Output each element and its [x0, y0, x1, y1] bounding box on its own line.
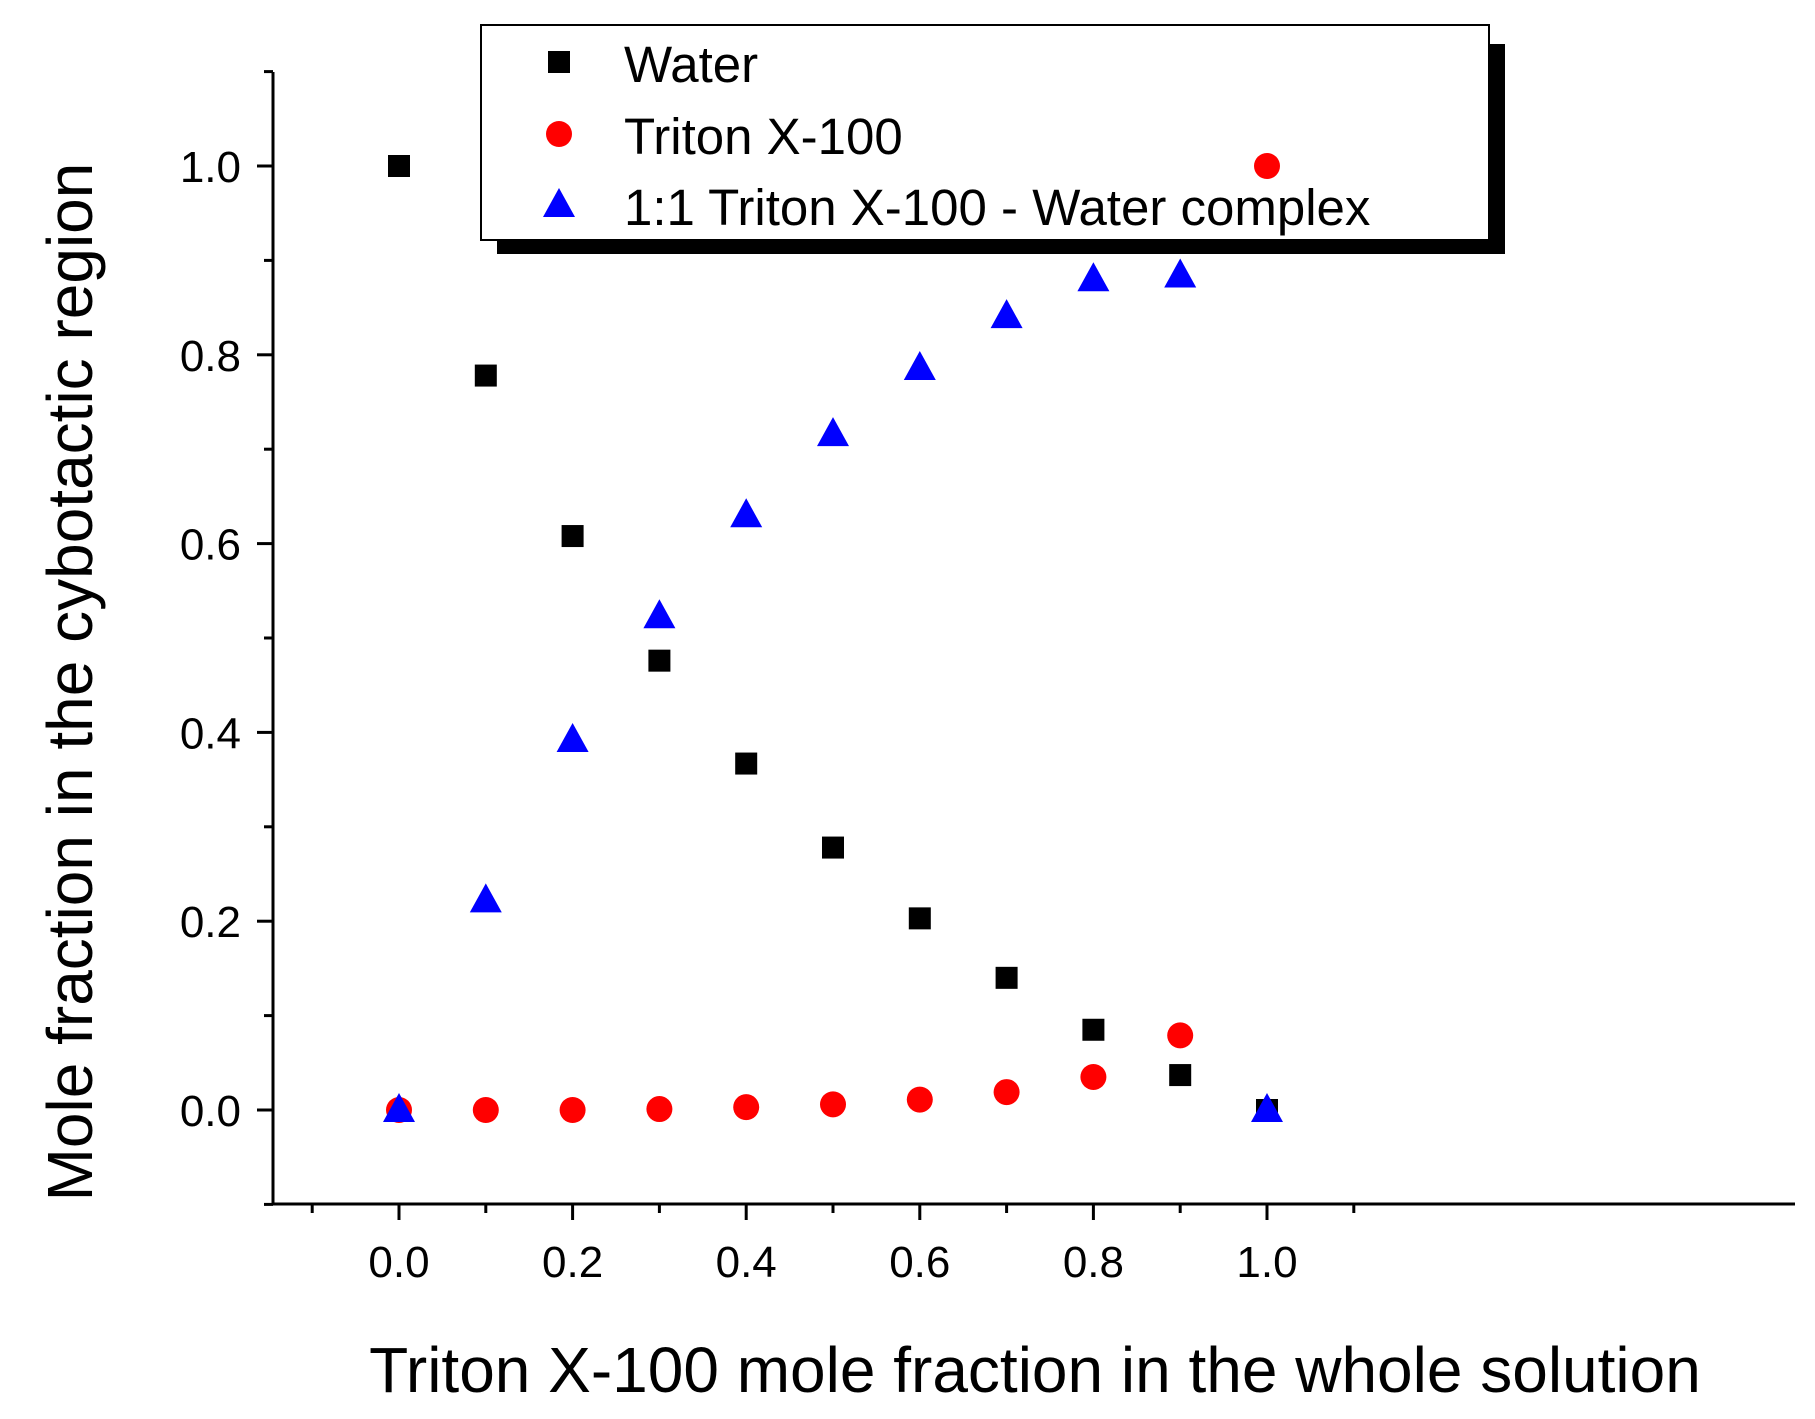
legend-marker-circle: [546, 121, 572, 147]
data-point-triangle: [817, 417, 849, 447]
data-point-triangle: [990, 299, 1023, 329]
y-tick-label: 0.0: [180, 1087, 241, 1136]
x-tick-label: 0.2: [542, 1238, 603, 1287]
legend-entry: Water: [548, 36, 758, 93]
data-point-circle: [820, 1091, 846, 1118]
data-point-circle: [1254, 153, 1280, 179]
data-point-triangle: [383, 1093, 415, 1122]
data-point-circle: [906, 1086, 933, 1113]
x-tick-label: 0.0: [368, 1238, 429, 1287]
y-tick-label: 0.2: [180, 898, 241, 947]
series-triangle: [383, 258, 1283, 1122]
data-point-square: [735, 752, 758, 775]
data-point-circle: [559, 1097, 586, 1123]
data-point-square: [1082, 1018, 1105, 1041]
data-point-square: [648, 649, 671, 672]
data-marks: [383, 153, 1283, 1123]
data-point-square: [908, 907, 931, 930]
x-tick-label: 0.6: [889, 1238, 950, 1287]
x-tick-label: 0.4: [716, 1238, 777, 1287]
legend-label: Triton X-100: [624, 108, 903, 165]
data-point-circle: [993, 1079, 1020, 1106]
legend-entry: 1:1 Triton X-100 - Water complex: [543, 179, 1370, 236]
data-point-triangle: [730, 498, 763, 528]
data-point-circle: [646, 1096, 673, 1123]
data-point-triangle: [1077, 262, 1110, 292]
data-point-circle: [1167, 1022, 1194, 1049]
data-point-triangle: [556, 722, 589, 752]
data-point-triangle: [469, 883, 502, 913]
legend-marker-square: [548, 51, 570, 73]
data-point-square: [822, 836, 844, 859]
data-point-circle: [1080, 1063, 1107, 1090]
legend-marker-triangle: [543, 188, 575, 217]
data-point-square: [474, 364, 497, 387]
data-point-square: [995, 966, 1018, 989]
y-tick-label: 0.6: [180, 521, 241, 570]
y-tick-label: 0.8: [180, 332, 241, 381]
x-axis-title: Triton X-100 mole fraction in the whole …: [369, 1334, 1701, 1406]
legend: Water Triton X-100 1:1 Triton X-100 - Wate…: [480, 24, 1505, 254]
legend-entry: Triton X-100: [546, 108, 903, 165]
data-point-square: [561, 525, 584, 548]
data-point-triangle: [903, 351, 936, 381]
y-axis-title: Mole fraction in the cybotactic region: [34, 163, 106, 1202]
data-point-square: [1169, 1064, 1192, 1087]
data-point-square: [388, 155, 410, 177]
data-point-circle: [733, 1094, 760, 1121]
data-point-triangle: [1251, 1093, 1283, 1122]
y-tick-label: 1.0: [180, 143, 241, 192]
series-square: [388, 155, 1278, 1121]
x-tick-label: 0.8: [1063, 1238, 1124, 1287]
series-circle: [386, 153, 1280, 1123]
legend-label: 1:1 Triton X-100 - Water complex: [624, 179, 1370, 236]
legend-label: Water: [624, 36, 758, 93]
y-tick-label: 0.4: [180, 709, 241, 758]
legend-box: [480, 24, 1490, 241]
data-point-circle: [472, 1097, 499, 1123]
axes: 0.0 0.2 0.4 0.6 0.8 1.0 0.0 0.2 0.4 0.6 0.8 1.0: [180, 70, 1795, 1287]
x-tick-label: 1.0: [1236, 1238, 1297, 1287]
data-point-triangle: [1164, 258, 1197, 288]
data-point-triangle: [643, 599, 676, 629]
